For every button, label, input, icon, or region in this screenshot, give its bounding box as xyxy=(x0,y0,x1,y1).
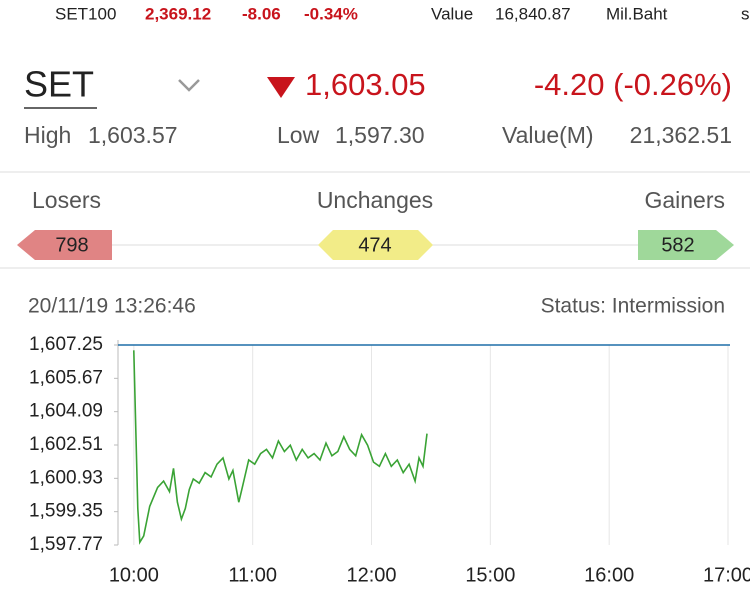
index-name[interactable]: SET xyxy=(24,64,94,105)
losers-label: Losers xyxy=(32,187,101,213)
x-tick-label: 17:00 xyxy=(703,564,750,586)
gainers: 582 xyxy=(661,234,694,256)
y-tick-label: 1,605.67 xyxy=(29,367,103,388)
status: Status: Intermission xyxy=(541,295,725,318)
unchanged: 474 xyxy=(358,234,391,256)
ticker-symbol: SET100 xyxy=(55,4,116,23)
index-last: 1,603.05 xyxy=(305,67,426,102)
ticker-unit: Mil.Baht xyxy=(606,4,668,23)
losers-badge xyxy=(17,230,112,260)
x-tick-label: 10:00 xyxy=(109,564,159,586)
ticker-change: -8.06 xyxy=(242,4,281,23)
unchanged-badge xyxy=(318,230,433,260)
down-arrow xyxy=(267,77,295,98)
price-line xyxy=(133,350,428,545)
y-tick-label: 1,602.51 xyxy=(29,434,103,455)
y-tick-label: 1,599.35 xyxy=(29,501,103,522)
unchanged-label: Unchanges xyxy=(317,187,433,213)
x-tick-label: 11:00 xyxy=(228,564,277,586)
index-change: -4.20 (-0.26%) xyxy=(534,67,732,102)
dropdown[interactable] xyxy=(178,79,200,92)
ticker-next: s xyxy=(741,4,750,23)
gainers-badge xyxy=(638,230,734,260)
losers: 798 xyxy=(55,234,88,256)
high: 1,603.57 xyxy=(88,122,178,148)
x-tick-label: 16:00 xyxy=(584,564,634,586)
x-tick-label: 15:00 xyxy=(465,564,515,586)
y-tick-label: 1,597.77 xyxy=(29,534,103,555)
x-tick-label: 12:00 xyxy=(346,564,396,586)
ticker-percent: -0.34% xyxy=(304,4,358,23)
ticker-value-label: Value xyxy=(431,4,473,23)
low-label: Low xyxy=(277,122,320,148)
value: 21,362.51 xyxy=(630,122,732,148)
high-label: High xyxy=(24,122,71,148)
value-label: Value(M) xyxy=(502,122,594,148)
low: 1,597.30 xyxy=(335,122,425,148)
gainers-label: Gainers xyxy=(644,187,725,213)
y-tick-label: 1,604.09 xyxy=(29,401,103,422)
ticker-value: 16,840.87 xyxy=(495,4,571,23)
y-tick-label: 1,607.25 xyxy=(29,334,103,355)
y-tick-label: 1,600.93 xyxy=(29,467,103,488)
ticker-last: 2,369.12 xyxy=(145,4,211,23)
timestamp: 20/11/19 13:26:46 xyxy=(28,295,196,318)
